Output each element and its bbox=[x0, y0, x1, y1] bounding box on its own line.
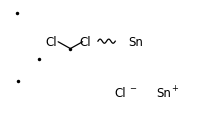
Text: Sn: Sn bbox=[129, 35, 143, 48]
Text: Cl: Cl bbox=[80, 35, 91, 48]
Text: Cl: Cl bbox=[45, 35, 57, 48]
Text: Sn: Sn bbox=[156, 86, 171, 99]
Text: +: + bbox=[172, 83, 178, 92]
Text: −: − bbox=[129, 83, 136, 92]
Text: Cl: Cl bbox=[115, 86, 126, 99]
